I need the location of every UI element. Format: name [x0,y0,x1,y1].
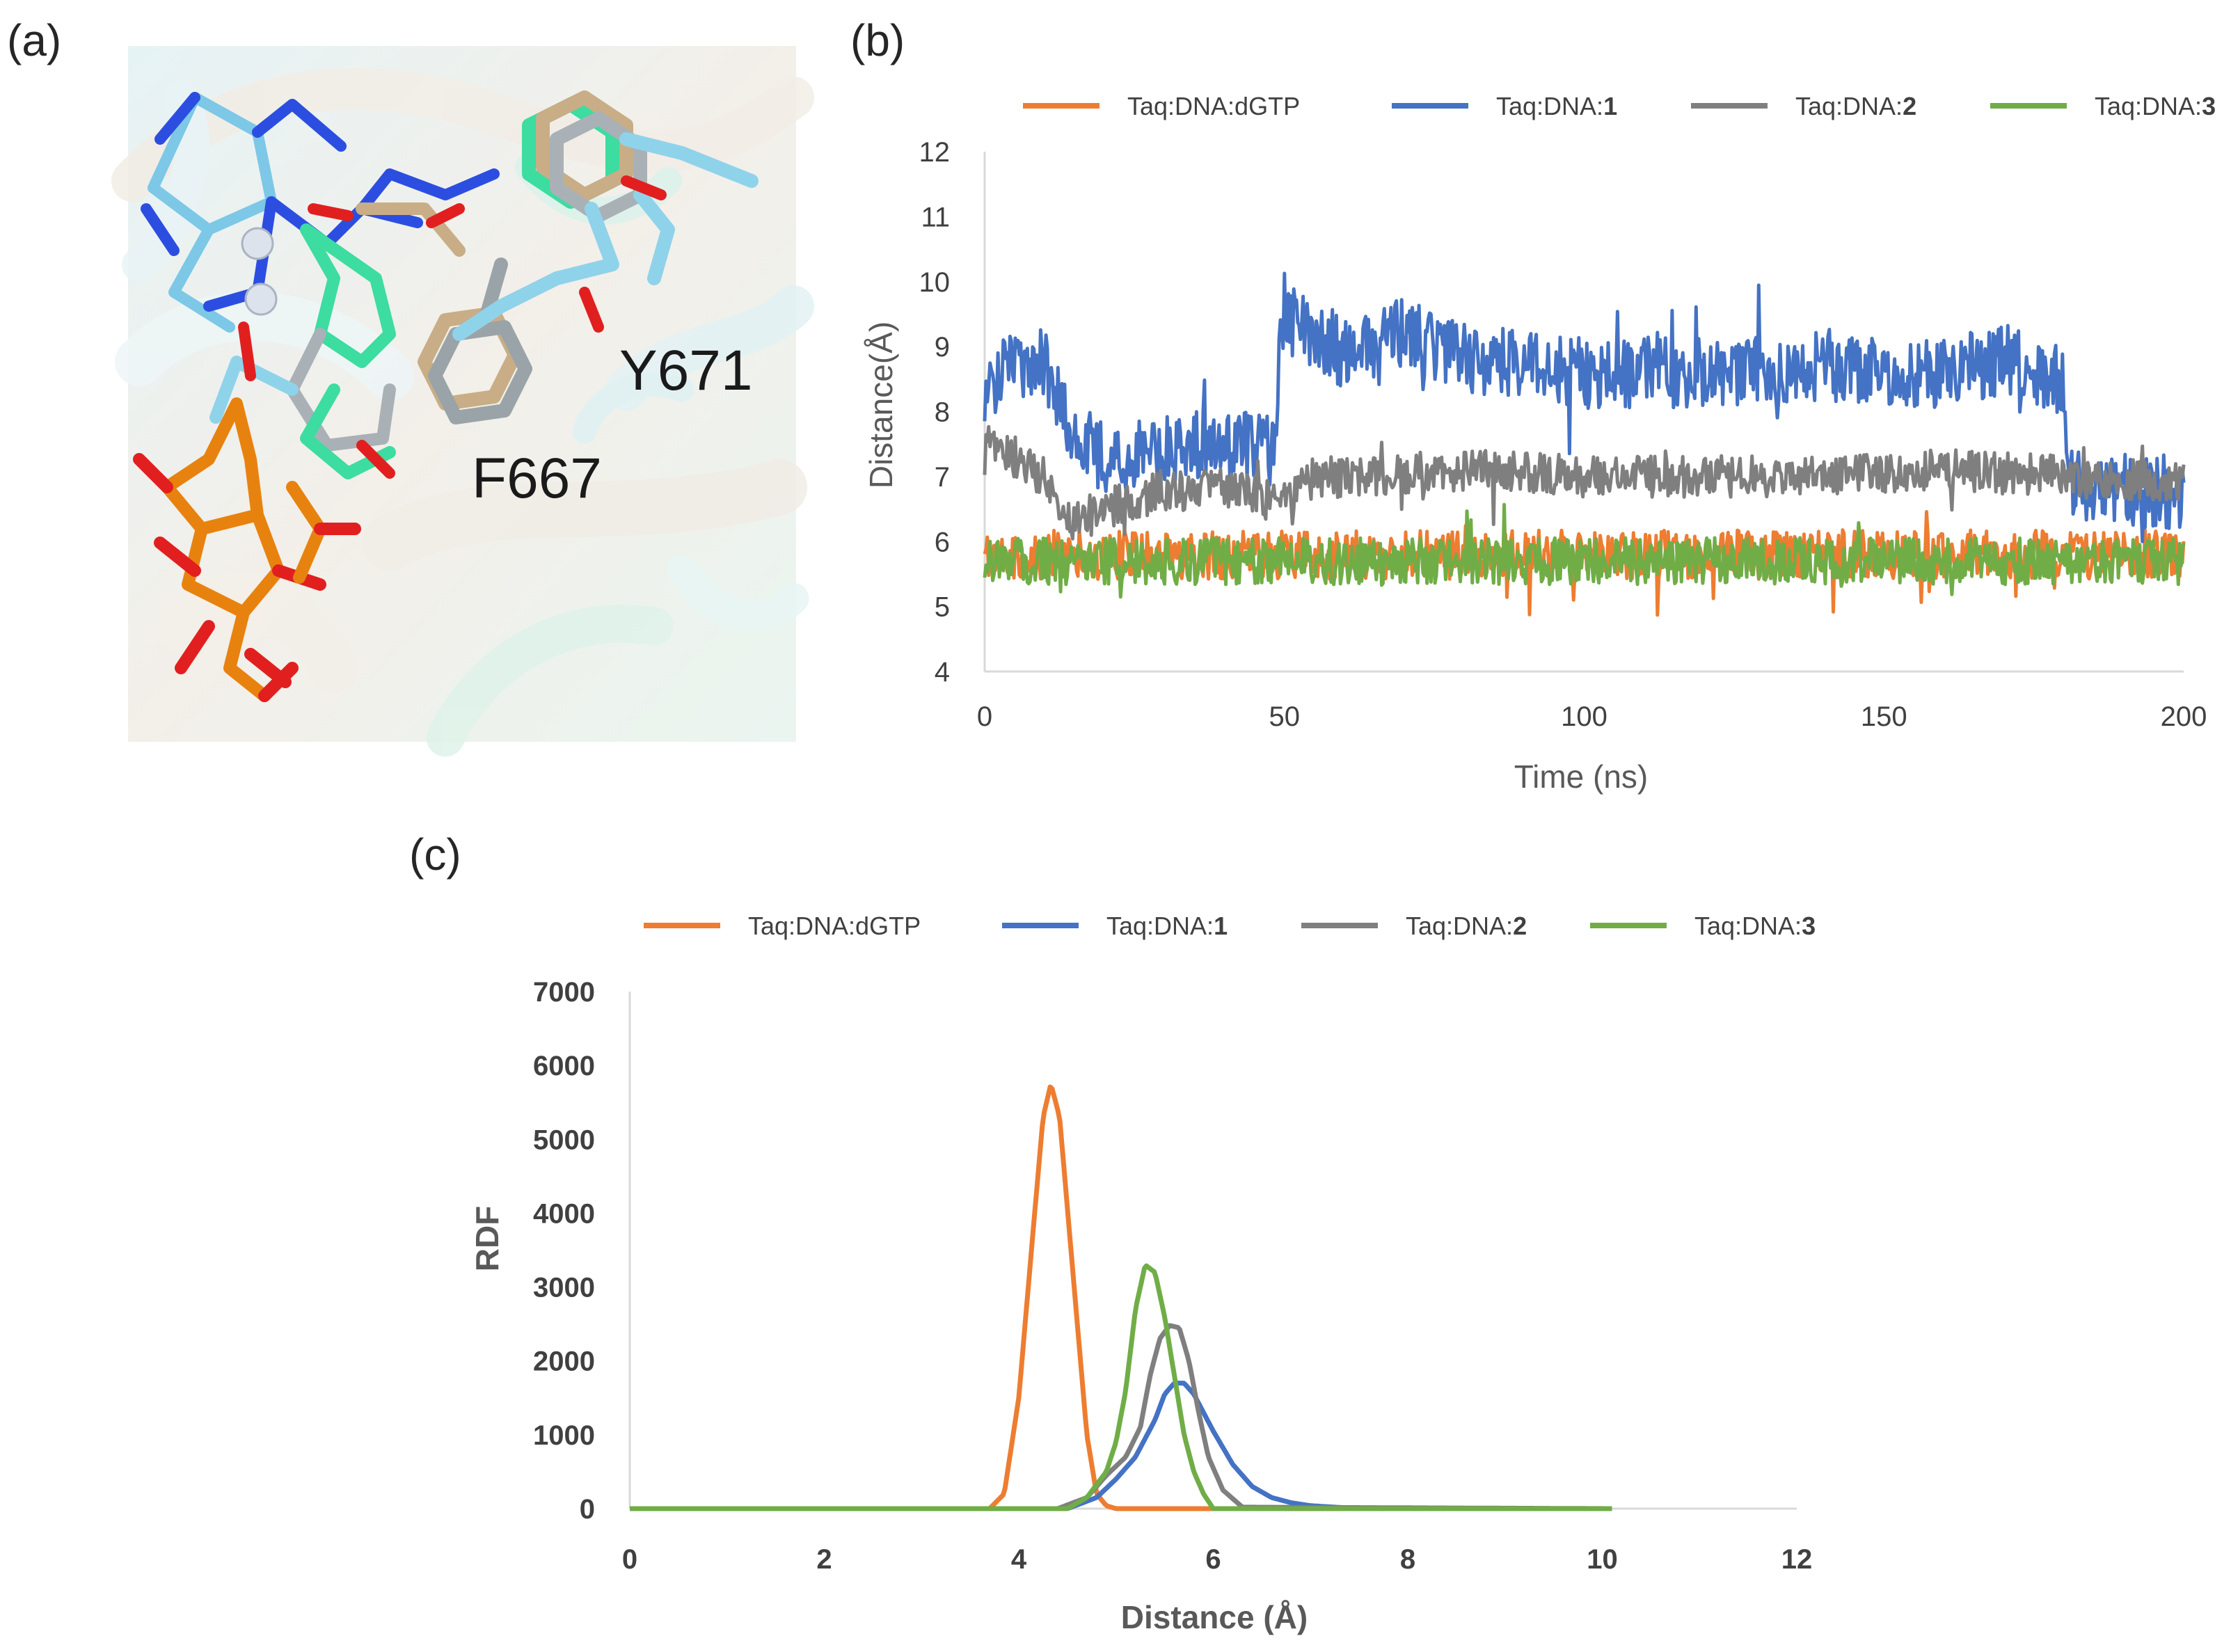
x-axis-title-b: Time (ns) [1514,759,1649,795]
series-line-dGTP [629,1084,1613,1511]
residue-label-f667: F667 [472,447,602,510]
series-b [983,271,2186,617]
legend-label-c1: Taq:DNA:1 [1106,912,1228,940]
series-line-c3 [983,502,2186,599]
y-tick-c: 6000 [533,1051,595,1081]
legend-label-c2: Taq:DNA:2 [1795,92,1916,120]
tick-labels-c: 0 2 4 6 8 10 12 0 1000 2000 3000 4000 5000 6000 7000 [533,977,1812,1575]
y-tick-c: 1000 [533,1420,595,1451]
panel-label-a: (a) [7,15,61,65]
tick-labels-b: 0 50 100 150 200 4 5 6 7 8 9 10 11 12 [919,137,2207,732]
series-line-c2 [983,424,2186,541]
distance-time-chart: Taq:DNA:dGTP Taq:DNA:1 Taq:DNA:2 Taq:DNA:3 … [863,92,2216,795]
legend-c: Taq:DNA:dGTP Taq:DNA:1 Taq:DNA:2 Taq:DNA:3 [644,912,1816,940]
x-axis-title-c: Distance (Å) [1121,1599,1308,1635]
x-tick-c: 4 [1011,1544,1027,1575]
x-tick-c: 0 [622,1544,637,1575]
legend-label-c1: Taq:DNA:1 [1496,92,1617,120]
x-tick-b: 200 [2161,701,2207,732]
y-tick-b: 7 [935,462,950,493]
rdf-chart: Taq:DNA:dGTP Taq:DNA:1 Taq:DNA:2 Taq:DNA:3 … [469,912,1816,1635]
y-tick-c: 5000 [533,1125,595,1155]
x-tick-b: 150 [1861,701,1907,732]
legend-label-dGTP: Taq:DNA:dGTP [748,912,921,940]
y-tick-b: 8 [935,397,950,428]
x-tick-c: 12 [1781,1544,1813,1575]
molecule-image: Y671 F667 [111,46,814,757]
series-c [629,1084,1613,1511]
legend-label-dGTP: Taq:DNA:dGTP [1127,92,1300,120]
x-tick-b: 50 [1269,701,1301,732]
y-tick-b: 6 [935,527,950,557]
x-tick-c: 2 [816,1544,832,1575]
y-tick-b: 5 [935,592,950,623]
y-tick-b: 10 [919,267,951,298]
legend-label-c3: Taq:DNA:3 [1694,912,1816,940]
y-tick-b: 11 [921,202,950,232]
x-tick-c: 8 [1400,1544,1415,1575]
legend-b: Taq:DNA:dGTP Taq:DNA:1 Taq:DNA:2 Taq:DNA:3 [1023,92,2216,120]
panel-label-c: (c) [409,829,461,880]
y-tick-c: 7000 [533,977,595,1008]
y-tick-b: 4 [935,657,950,688]
legend-label-c2: Taq:DNA:2 [1406,912,1527,940]
y-tick-b: 9 [935,332,950,363]
x-tick-c: 10 [1587,1544,1618,1575]
residue-label-y671: Y671 [619,339,753,402]
legend-label-c3: Taq:DNA:3 [2095,92,2216,120]
y-tick-c: 2000 [533,1347,595,1377]
y-tick-c: 0 [580,1494,595,1525]
panel-label-b: (b) [850,15,905,65]
x-tick-b: 100 [1561,701,1607,732]
x-tick-c: 6 [1205,1544,1221,1575]
y-tick-c: 3000 [533,1273,595,1303]
y-tick-c: 4000 [533,1198,595,1229]
y-axis-title-c: RDF [469,1206,505,1272]
series-line-c1 [983,271,2186,543]
series-line-c3 [629,1263,1613,1511]
series-line-c1 [629,1381,1613,1511]
axes-b [983,152,2184,673]
x-tick-b: 0 [977,701,992,732]
y-axis-title-b: Distance(Å) [863,321,899,489]
y-tick-b: 12 [919,137,951,168]
